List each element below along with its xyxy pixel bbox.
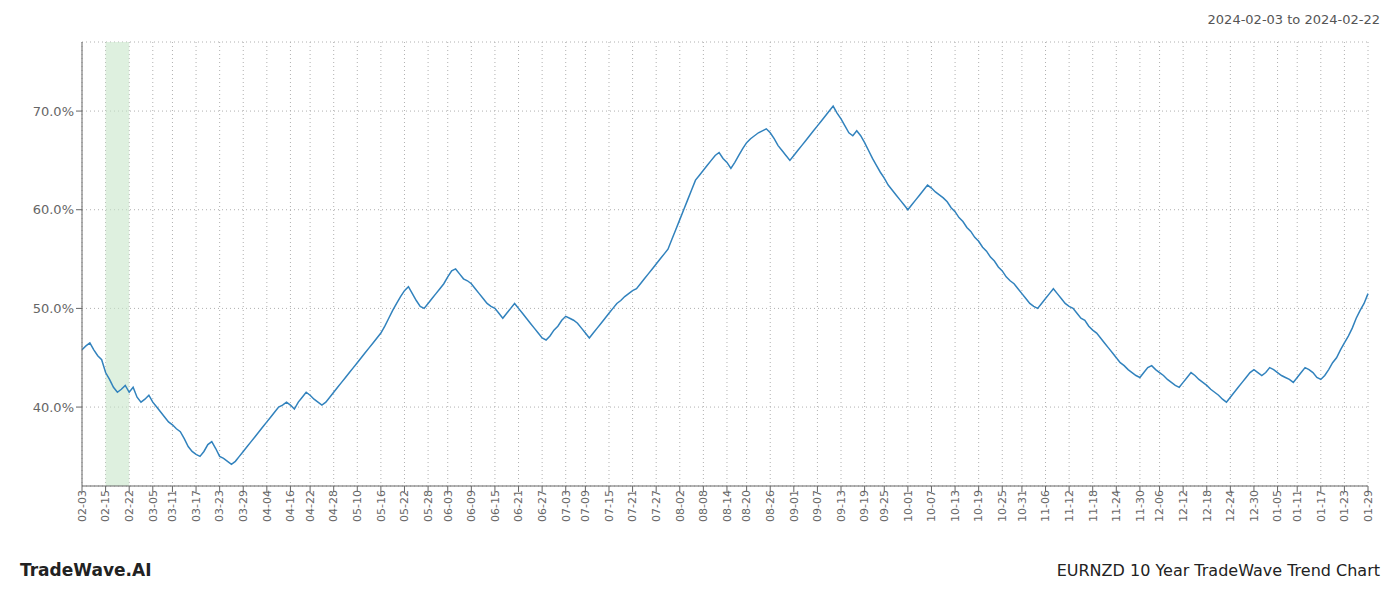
svg-text:11-24: 11-24 (1110, 490, 1123, 522)
html-text:2024-02-03 to 2024-02-22: 2024-02-03 to 2024-02-22 (1207, 12, 1380, 27)
svg-text:07-09: 07-09 (579, 490, 592, 522)
svg-text:06-03: 06-03 (442, 490, 455, 522)
svg-text:04-16: 04-16 (284, 490, 297, 522)
svg-text:40.0%: 40.0% (33, 400, 74, 415)
svg-text:09-01: 09-01 (788, 490, 801, 522)
svg-text:06-27: 06-27 (536, 490, 549, 522)
svg-text:11-06: 11-06 (1039, 490, 1052, 522)
svg-text:05-16: 05-16 (375, 490, 388, 522)
svg-text:11-12: 11-12 (1063, 490, 1076, 522)
svg-text:03-05: 03-05 (147, 490, 160, 522)
svg-text:04-04: 04-04 (261, 490, 274, 522)
svg-text:05-10: 05-10 (351, 490, 364, 522)
svg-text:02-22: 02-22 (123, 490, 136, 522)
svg-text:10-07: 10-07 (925, 490, 938, 522)
svg-text:10-13: 10-13 (949, 490, 962, 522)
svg-text:12-06: 12-06 (1153, 490, 1166, 522)
svg-text:12-30: 12-30 (1248, 490, 1261, 522)
svg-text:02-03: 02-03 (76, 490, 89, 522)
svg-text:03-29: 03-29 (237, 490, 250, 522)
svg-text:01-05: 01-05 (1271, 490, 1284, 522)
html-text:EURNZD 10 Year TradeWave Trend: EURNZD 10 Year TradeWave Trend Chart (1056, 560, 1380, 580)
svg-text:10-01: 10-01 (902, 490, 915, 522)
svg-text:05-28: 05-28 (422, 490, 435, 522)
svg-text:04-28: 04-28 (328, 490, 341, 522)
svg-text:10-19: 10-19 (972, 490, 985, 522)
svg-text:03-23: 03-23 (213, 490, 226, 522)
svg-text:08-02: 08-02 (674, 490, 687, 522)
svg-text:06-15: 06-15 (489, 490, 502, 522)
svg-text:12-12: 12-12 (1177, 490, 1190, 522)
svg-text:60.0%: 60.0% (33, 202, 74, 217)
svg-text:10-31: 10-31 (1016, 490, 1029, 522)
svg-text:07-21: 07-21 (626, 490, 639, 522)
svg-text:01-11: 01-11 (1291, 490, 1304, 522)
svg-text:08-26: 08-26 (764, 490, 777, 522)
svg-text:03-17: 03-17 (190, 490, 203, 522)
svg-text:09-13: 09-13 (835, 490, 848, 522)
html-text:TradeWave.AI: TradeWave.AI (20, 560, 152, 580)
svg-text:09-25: 09-25 (878, 490, 891, 522)
svg-text:04-22: 04-22 (304, 490, 317, 522)
svg-text:07-03: 07-03 (560, 490, 573, 522)
svg-text:10-25: 10-25 (996, 490, 1009, 522)
svg-text:08-14: 08-14 (721, 490, 734, 522)
svg-text:12-18: 12-18 (1201, 490, 1214, 522)
svg-text:02-15: 02-15 (99, 490, 112, 522)
svg-text:01-29: 01-29 (1362, 490, 1375, 522)
svg-text:11-18: 11-18 (1087, 490, 1100, 522)
svg-text:08-08: 08-08 (697, 490, 710, 522)
svg-text:07-15: 07-15 (603, 490, 616, 522)
svg-text:08-20: 08-20 (740, 490, 753, 522)
svg-text:03-11: 03-11 (166, 490, 179, 522)
svg-text:06-09: 06-09 (465, 490, 478, 522)
svg-text:07-27: 07-27 (650, 490, 663, 522)
svg-text:05-22: 05-22 (398, 490, 411, 522)
svg-text:11-30: 11-30 (1134, 490, 1147, 522)
svg-text:70.0%: 70.0% (33, 104, 74, 119)
svg-text:01-17: 01-17 (1315, 490, 1328, 522)
svg-text:09-07: 09-07 (811, 490, 824, 522)
svg-text:01-23: 01-23 (1338, 490, 1351, 522)
svg-text:06-21: 06-21 (512, 490, 525, 522)
svg-text:09-19: 09-19 (858, 490, 871, 522)
svg-text:12-24: 12-24 (1224, 490, 1237, 522)
svg-text:50.0%: 50.0% (33, 301, 74, 316)
